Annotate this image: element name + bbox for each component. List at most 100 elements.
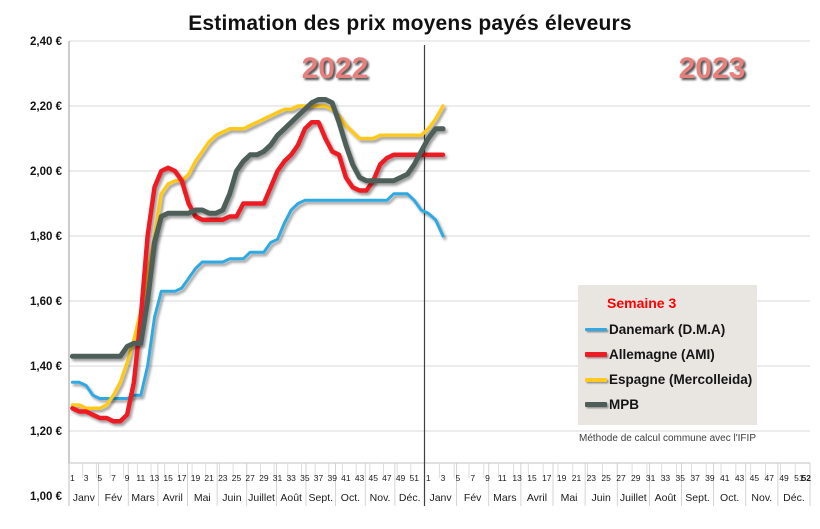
week-tick-label: 25: [232, 473, 242, 483]
y-tick-label: 2,20 €: [30, 101, 63, 113]
week-tick-label: 49: [396, 473, 406, 483]
espagne-line-swatch-icon: [585, 377, 607, 382]
chart-title: Estimation des prix moyens payés éleveur…: [188, 12, 632, 35]
week-tick-label: 37: [690, 473, 700, 483]
legend-item: Allemagne (AMI): [585, 342, 757, 367]
week-tick-label: 19: [557, 473, 567, 483]
week-tick-label: 35: [676, 473, 686, 483]
week-tick-label: 5: [97, 473, 102, 483]
month-label: Déc.: [783, 492, 805, 504]
week-tick-label: 51: [410, 473, 420, 483]
legend-item-label: MPB: [609, 397, 639, 412]
month-label: Juin: [222, 492, 241, 504]
week-tick-label: 1: [426, 473, 431, 483]
month-label: Sept.: [309, 492, 334, 504]
y-tick-label: 2,40 €: [30, 36, 63, 48]
legend-item-label: Allemagne (AMI): [609, 347, 715, 362]
week-tick-label: 19: [191, 473, 201, 483]
series-line-espagne: [70, 104, 445, 411]
month-label: Juin: [592, 492, 611, 504]
year-label-2023: 2023: [678, 52, 746, 85]
month-label: Oct.: [720, 492, 739, 504]
week-tick-label: 47: [764, 473, 774, 483]
week-tick-label: 9: [125, 473, 130, 483]
week-tick-label: 11: [136, 473, 145, 483]
week-tick-label: 21: [572, 473, 582, 483]
week-tick-label: 7: [470, 473, 475, 483]
mpb-line-swatch-icon: [585, 401, 607, 408]
legend-item-label: Danemark (D.M.A): [609, 322, 726, 337]
week-tick-label: 43: [735, 473, 745, 483]
month-label: Août: [655, 492, 677, 504]
week-tick-label: 33: [661, 473, 671, 483]
month-label: Déc.: [399, 492, 421, 504]
y-tick-label: 1,80 €: [30, 231, 63, 243]
legend-item-label: Espagne (Mercolleida): [609, 372, 753, 387]
legend: Semaine 3 Danemark (D.M.A) Allemagne (AM…: [578, 285, 757, 425]
week-tick-label: 13: [150, 473, 160, 483]
month-label: Mai: [561, 492, 578, 504]
series-line-danemark: [70, 192, 445, 400]
week-tick-label: 21: [204, 473, 214, 483]
week-tick-label: 35: [300, 473, 310, 483]
week-tick-label-final: 52: [802, 473, 812, 483]
series-line-allemagne: [70, 120, 446, 424]
week-tick-label: 41: [341, 473, 351, 483]
week-tick-label: 15: [163, 473, 173, 483]
y-tick-label: 2,00 €: [30, 166, 63, 178]
week-tick-label: 3: [441, 473, 446, 483]
month-label: Mai: [194, 492, 211, 504]
week-tick-label: 29: [631, 473, 641, 483]
week-tick-label: 45: [368, 473, 378, 483]
month-label: Sept.: [685, 492, 710, 504]
week-tick-label: 17: [542, 473, 552, 483]
week-tick-label: 51: [794, 473, 804, 483]
week-tick-label: 29: [259, 473, 269, 483]
week-tick-label: 17: [177, 473, 187, 483]
week-tick-label: 31: [273, 473, 283, 483]
legend-item: Danemark (D.M.A): [585, 317, 757, 342]
legend-item: Espagne (Mercolleida): [585, 367, 757, 392]
week-tick-label: 27: [245, 473, 255, 483]
month-label: Juillet: [620, 492, 647, 504]
week-tick-label: 5: [455, 473, 460, 483]
year-label-2022: 2022: [301, 52, 369, 85]
month-label: Janv: [73, 492, 96, 504]
week-tick-label: 31: [646, 473, 656, 483]
legend-header: Semaine 3: [607, 295, 677, 311]
week-tick-label: 47: [382, 473, 392, 483]
week-tick-label: 33: [286, 473, 296, 483]
month-label: Janv: [429, 492, 452, 504]
month-label: Avril: [527, 492, 547, 504]
month-label: Nov.: [370, 492, 391, 504]
month-label: Août: [280, 492, 302, 504]
week-tick-label: 41: [720, 473, 730, 483]
week-tick-label: 39: [327, 473, 337, 483]
danemark-line-swatch-icon: [585, 327, 607, 332]
week-tick-label: 23: [218, 473, 228, 483]
week-tick-label: 45: [750, 473, 760, 483]
week-tick-label: 37: [314, 473, 324, 483]
week-tick-label: 23: [587, 473, 597, 483]
y-tick-label: 1,20 €: [30, 426, 63, 438]
month-label: Mars: [131, 492, 154, 504]
month-label: Avril: [163, 492, 183, 504]
week-tick-label: 25: [601, 473, 611, 483]
week-tick-label: 1: [70, 473, 75, 483]
month-label: Fév: [105, 492, 123, 504]
month-label: Nov.: [751, 492, 772, 504]
week-tick-label: 27: [616, 473, 626, 483]
month-label: Mars: [493, 492, 516, 504]
month-label: Juillet: [248, 492, 275, 504]
week-tick-label: 3: [84, 473, 89, 483]
week-tick-label: 39: [705, 473, 715, 483]
method-note: Méthode de calcul commune avec l'IFIP: [579, 433, 756, 444]
month-label: Oct.: [341, 492, 360, 504]
y-tick-label: 1,40 €: [30, 361, 63, 373]
y-tick-label: 1,00 €: [30, 491, 63, 503]
week-tick-label: 15: [527, 473, 537, 483]
y-tick-label: 1,60 €: [30, 296, 63, 308]
week-tick-label: 43: [355, 473, 365, 483]
week-tick-label: 9: [485, 473, 490, 483]
